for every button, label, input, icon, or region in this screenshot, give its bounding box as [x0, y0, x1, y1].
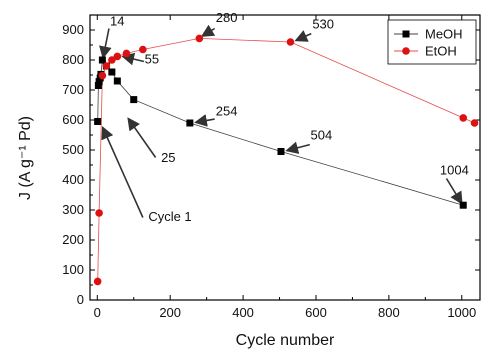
annotation-arrow — [294, 30, 312, 42]
x-axis-title: Cycle number — [236, 332, 335, 349]
point-etoh — [108, 56, 116, 64]
annotations: 14 280 530 55 254 504 25 1004 Cycle 1 — [99, 10, 469, 224]
annotation-label: 504 — [311, 128, 333, 143]
annotation-label: 1004 — [440, 163, 469, 178]
x-tick-label: 800 — [378, 305, 400, 320]
legend-label: EtOH — [425, 44, 457, 59]
annotation-label: 254 — [216, 104, 238, 119]
y-tick-label: 400 — [62, 172, 84, 187]
point-etoh — [102, 62, 111, 70]
x-tick-label: 400 — [232, 305, 254, 320]
y-tick-label: 500 — [62, 142, 84, 157]
x-tick-label: 0 — [94, 305, 101, 320]
annotation-arrow — [99, 28, 112, 60]
point-meoh — [130, 96, 138, 104]
point-meoh — [94, 118, 102, 125]
point-meoh — [459, 201, 467, 209]
point-etoh — [470, 119, 479, 127]
annotation-arrow — [101, 126, 144, 218]
annotation-label: 530 — [312, 17, 334, 32]
annotation-arrow — [121, 52, 145, 66]
annotation-label: Cycle 1 — [148, 209, 191, 224]
axis-ticks: 0 200 400 600 800 1000 0 100 200 300 400 500 600 700 8… — [62, 15, 480, 320]
annotation-label: 280 — [216, 10, 238, 25]
point-etoh — [195, 34, 204, 43]
annotation-arrow — [127, 117, 157, 158]
point-etoh — [459, 114, 468, 122]
x-tick-label: 1000 — [447, 305, 476, 320]
y-tick-label: 800 — [62, 52, 84, 67]
legend-marker — [402, 30, 410, 38]
y-tick-label: 300 — [62, 202, 84, 217]
point-meoh — [277, 148, 285, 155]
annotation-arrow — [200, 24, 216, 37]
point-etoh — [122, 49, 131, 58]
y-tick-label: 0 — [77, 292, 84, 307]
annotation-label: 25 — [161, 150, 175, 165]
annotation-label: 55 — [145, 52, 159, 67]
point-etoh — [93, 277, 102, 286]
x-tick-label: 200 — [159, 305, 181, 320]
point-etoh — [139, 45, 147, 54]
annotation-arrow — [194, 114, 215, 127]
legend-box — [387, 19, 477, 65]
point-meoh — [113, 77, 121, 85]
point-etoh — [98, 71, 107, 80]
y-tick-label: 200 — [62, 232, 84, 247]
point-meoh — [98, 56, 106, 64]
point-meoh — [94, 82, 102, 89]
y-tick-label: 900 — [62, 22, 84, 37]
point-etoh — [286, 38, 295, 46]
point-etoh — [113, 52, 122, 61]
legend-marker — [402, 47, 410, 55]
annotation-label: 14 — [110, 14, 124, 29]
y-tick-label: 700 — [62, 82, 84, 97]
legend: MeOH EtOH — [387, 19, 477, 65]
y-tick-label: 600 — [62, 112, 84, 127]
annotation-arrow — [445, 178, 463, 205]
legend-label: MeOH — [425, 27, 463, 42]
annotation-arrow — [285, 141, 310, 154]
point-etoh — [95, 209, 103, 217]
data-points — [93, 34, 479, 286]
point-meoh — [186, 119, 194, 127]
x-tick-label: 600 — [305, 305, 327, 320]
point-meoh — [108, 68, 116, 76]
y-tick-label: 100 — [62, 262, 84, 277]
y-axis-title: J (A g⁻¹ Pd) — [17, 116, 34, 200]
point-meoh — [95, 78, 103, 86]
